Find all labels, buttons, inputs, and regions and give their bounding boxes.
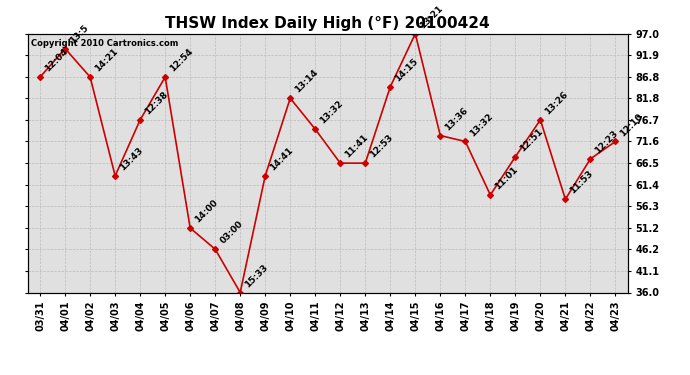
Text: 14:21: 14:21: [93, 47, 120, 74]
Text: 11:01: 11:01: [493, 165, 520, 192]
Text: 12:04: 12:04: [43, 47, 70, 74]
Text: Copyright 2010 Cartronics.com: Copyright 2010 Cartronics.com: [30, 39, 178, 48]
Text: 13:43: 13:43: [118, 146, 145, 172]
Text: 13:5: 13:5: [68, 23, 90, 45]
Title: THSW Index Daily High (°F) 20100424: THSW Index Daily High (°F) 20100424: [166, 16, 490, 31]
Text: 12:38: 12:38: [143, 90, 170, 117]
Text: 11:53: 11:53: [569, 169, 595, 196]
Text: 12:54: 12:54: [168, 47, 195, 74]
Text: 13:36: 13:36: [443, 105, 470, 132]
Text: 15:33: 15:33: [243, 262, 270, 289]
Text: 12:53: 12:53: [368, 133, 395, 160]
Text: 14:15: 14:15: [393, 57, 420, 83]
Text: 12:10: 12:10: [618, 112, 645, 138]
Text: 12:23: 12:23: [593, 129, 620, 156]
Text: 13:32: 13:32: [469, 111, 495, 138]
Text: 13:21: 13:21: [418, 4, 445, 30]
Text: 12:51: 12:51: [518, 127, 545, 153]
Text: 11:41: 11:41: [343, 133, 370, 160]
Text: 13:26: 13:26: [543, 90, 570, 117]
Text: 03:00: 03:00: [218, 219, 244, 246]
Text: 13:14: 13:14: [293, 68, 320, 95]
Text: 13:32: 13:32: [318, 99, 345, 126]
Text: 14:41: 14:41: [268, 146, 295, 172]
Text: 14:00: 14:00: [193, 198, 219, 225]
